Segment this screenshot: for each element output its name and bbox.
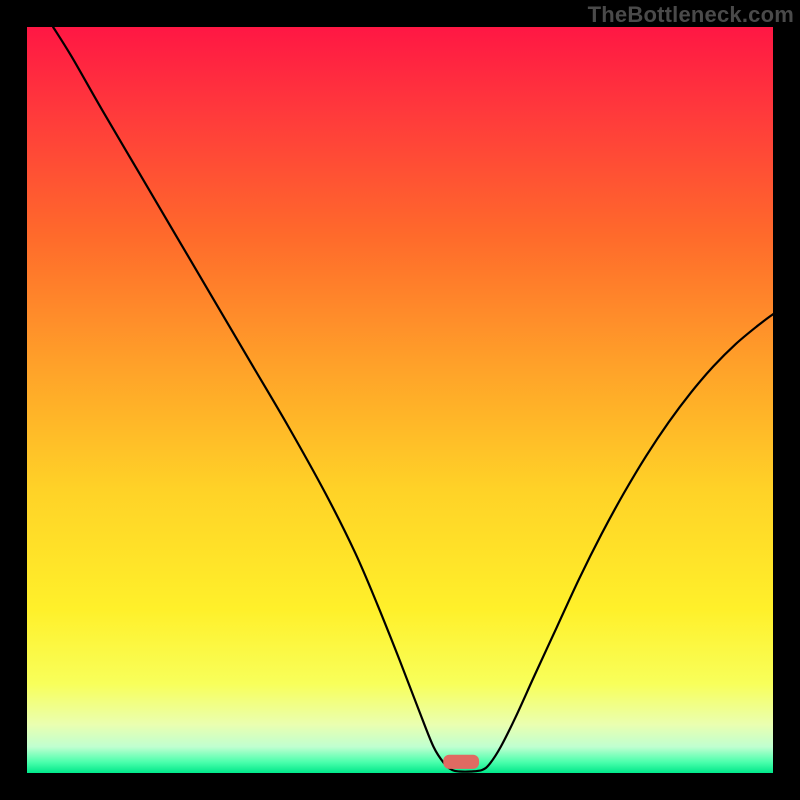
chart-container: TheBottleneck.com [0,0,800,800]
bottleneck-chart [0,0,800,800]
optimal-marker [443,755,479,769]
watermark-text: TheBottleneck.com [588,2,794,28]
